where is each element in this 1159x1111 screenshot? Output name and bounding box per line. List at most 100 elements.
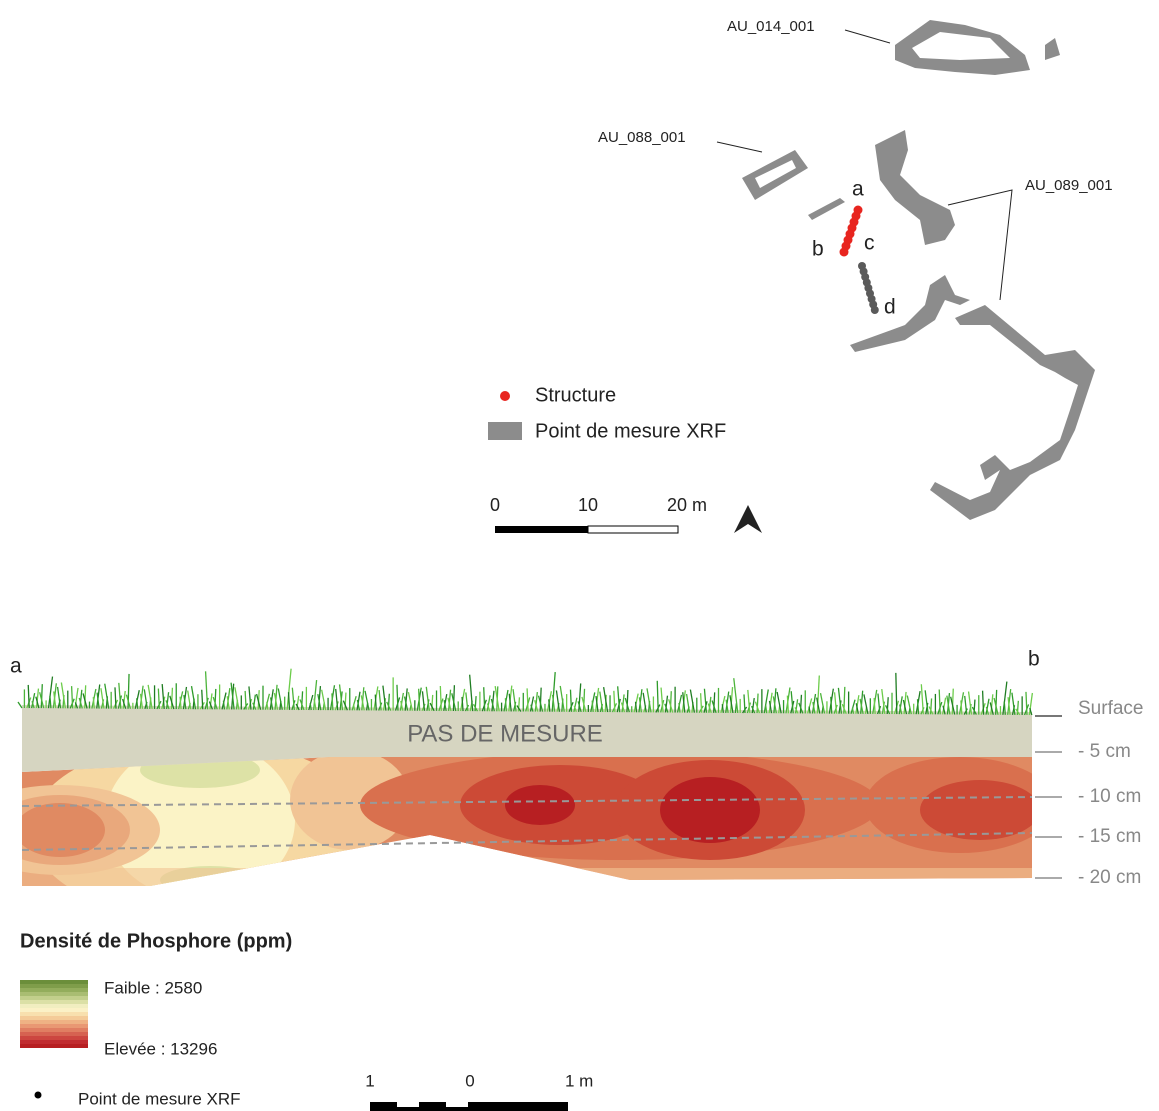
grass-blade: [344, 692, 347, 711]
grass-blade: [664, 703, 669, 713]
grass-blade: [486, 695, 491, 712]
grass-blade: [461, 696, 464, 712]
grass-blade: [786, 695, 790, 714]
grass-blade: [941, 697, 947, 715]
grass-blade: [620, 702, 626, 713]
grass-blade: [342, 700, 348, 711]
grass-blade: [765, 705, 768, 714]
grass-blade: [763, 689, 769, 714]
grass-blade: [863, 694, 869, 714]
grass-blade: [431, 694, 434, 711]
scale-label: 10: [578, 495, 598, 515]
grass-blade: [885, 705, 891, 715]
au-089-north: [875, 130, 955, 245]
depth-scale: Surface - 5 cm - 10 cm - 15 cm - 20 cm: [1035, 698, 1143, 888]
grass-blade: [122, 698, 127, 709]
grass-blade: [447, 697, 452, 712]
au-089-south: [850, 275, 1095, 520]
grass-blade: [165, 692, 170, 710]
grass-blade: [214, 688, 217, 710]
legend-title: Densité de Phosphore (ppm): [20, 930, 292, 952]
grass-blade: [850, 699, 856, 714]
grass-blade: [578, 683, 582, 712]
grass-blade: [252, 694, 257, 710]
grass-blade: [264, 693, 271, 710]
grass-blade: [819, 693, 826, 714]
grass-blade: [331, 693, 334, 711]
grass-blade: [31, 692, 36, 709]
scale-bar: [587, 525, 679, 534]
grass-blade: [396, 684, 399, 711]
grass-blade: [812, 701, 816, 714]
grass-blade: [49, 695, 52, 709]
ramp-step: [20, 1036, 88, 1040]
grass-blade: [743, 694, 746, 714]
legend-label: Structure: [535, 384, 616, 406]
grass-blade: [127, 673, 130, 709]
grass-blade: [964, 695, 968, 715]
grass-blade: [226, 688, 231, 710]
grass-blade: [491, 690, 495, 712]
grass-blade: [794, 707, 799, 714]
grass-blade: [776, 691, 782, 714]
grass-blade: [386, 701, 392, 711]
grass-blade: [699, 693, 703, 713]
grass-blade: [47, 676, 54, 709]
leader: [716, 141, 763, 153]
grass-blade: [946, 695, 951, 715]
grass-blade: [920, 707, 925, 715]
grass-blade: [338, 684, 344, 711]
grass-blade: [971, 706, 977, 715]
grass-blade: [374, 694, 377, 711]
grass-blade: [291, 687, 295, 710]
grass-blade: [729, 695, 734, 714]
grass-blade: [950, 696, 956, 715]
grass-blade: [517, 697, 521, 712]
grass-blade: [74, 687, 79, 709]
grass-blade: [925, 702, 929, 715]
grass-blade: [602, 687, 609, 713]
grass-blade: [830, 696, 833, 714]
grass-blade: [313, 698, 317, 711]
ramp-step: [20, 1000, 88, 1004]
grass-blade: [551, 672, 556, 712]
grass-blade: [551, 694, 556, 712]
grass-blade: [169, 695, 175, 710]
grass-blade: [483, 687, 486, 712]
grass-blade: [548, 699, 551, 712]
grass-blade: [1029, 707, 1033, 716]
grass-blade: [938, 689, 941, 715]
grass-blade: [928, 706, 934, 715]
grass-blade: [421, 691, 426, 711]
grass-blade: [660, 687, 664, 713]
grass-blade: [816, 697, 821, 714]
section-end: a: [10, 655, 22, 678]
grass-blade: [234, 687, 240, 710]
grass-blade: [642, 692, 647, 713]
grass-blade: [678, 702, 681, 713]
grass-blade: [794, 699, 799, 714]
grass-blade: [490, 698, 495, 712]
grass-blade: [708, 696, 712, 713]
grass-blade: [873, 697, 876, 714]
scale-label: 1: [365, 1071, 374, 1090]
grass: [17, 668, 1034, 716]
grass-blade: [1015, 708, 1021, 716]
map: AU_014_001 AU_088_001 AU_089_001 a b c d…: [488, 18, 1113, 534]
dashed-line: [21, 832, 1033, 851]
grass-blade: [881, 701, 886, 715]
legend-high: Elevée : 13296: [104, 1039, 217, 1058]
grass-blade: [114, 687, 117, 709]
grass-blade: [646, 688, 652, 713]
grass-blade: [364, 690, 370, 711]
grass-blade: [274, 684, 278, 710]
grass-blade: [300, 691, 304, 710]
grass-blade: [248, 686, 252, 710]
grass-blade: [1007, 697, 1011, 715]
grass-blade: [78, 697, 83, 709]
grass-blade: [387, 693, 390, 711]
grass-blade: [208, 701, 213, 710]
grass-blade: [40, 684, 43, 709]
grass-blade: [682, 692, 686, 713]
